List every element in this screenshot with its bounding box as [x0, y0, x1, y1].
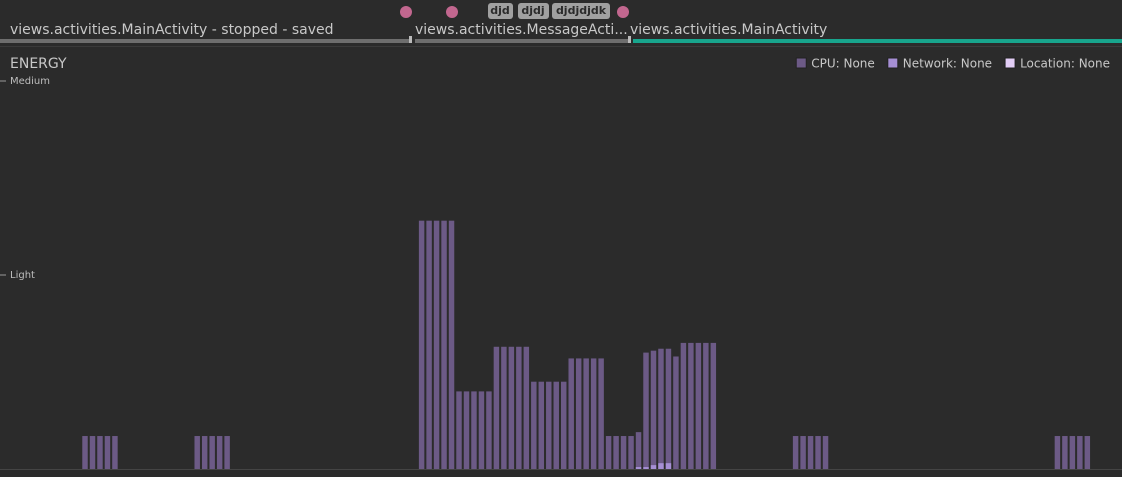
- activity-label: views.activities.MainActivity - stopped …: [10, 22, 334, 38]
- bar: [658, 348, 664, 469]
- bar: [448, 220, 455, 469]
- y-tick-label: Medium: [10, 76, 50, 87]
- bar: [688, 342, 694, 469]
- bar: [575, 358, 582, 469]
- bar: [418, 220, 425, 469]
- bar: [486, 391, 492, 469]
- bar: [426, 220, 432, 469]
- bar: [643, 467, 649, 469]
- event-chip[interactable]: [518, 3, 549, 19]
- activity-bar: [415, 39, 628, 43]
- chart-title: ENERGY: [10, 56, 67, 72]
- bar: [635, 432, 642, 469]
- event-dot: [617, 6, 629, 18]
- bar: [493, 346, 500, 469]
- bar: [89, 436, 96, 469]
- bar: [658, 463, 664, 469]
- separator: [0, 46, 1122, 47]
- bar: [216, 436, 223, 469]
- bar: [538, 381, 545, 469]
- bar: [501, 346, 507, 469]
- bar: [1084, 436, 1091, 469]
- activity-bar: [0, 39, 409, 43]
- event-dot: [400, 6, 412, 18]
- bar: [807, 436, 814, 469]
- legend-label: Location: None: [1020, 57, 1110, 71]
- bar: [665, 463, 672, 469]
- bar: [1077, 436, 1083, 469]
- bar: [568, 358, 574, 469]
- bar: [508, 346, 515, 469]
- bar: [650, 465, 657, 469]
- bar: [433, 220, 440, 469]
- y-tick-label: Light: [10, 270, 35, 281]
- bar: [598, 358, 604, 469]
- bar: [546, 381, 552, 469]
- bar: [478, 391, 485, 469]
- activity-marker: [628, 36, 631, 43]
- activity-label: views.activities.MessageActi...: [415, 22, 628, 38]
- bar: [792, 436, 799, 469]
- bar: [471, 391, 477, 469]
- bar: [224, 436, 230, 469]
- bar: [463, 391, 470, 469]
- bar: [1069, 436, 1076, 469]
- bar: [1062, 436, 1068, 469]
- bar: [628, 436, 634, 469]
- event-label: djd: [490, 4, 510, 17]
- bar: [441, 220, 447, 469]
- bar: [673, 356, 679, 469]
- baseline: [0, 469, 1122, 470]
- bar: [561, 381, 567, 469]
- bar: [104, 436, 111, 469]
- bar: [82, 436, 88, 469]
- bar: [531, 381, 537, 469]
- event-label: djdj: [521, 4, 544, 17]
- legend-swatch: [795, 57, 807, 69]
- event-chip[interactable]: [552, 3, 610, 19]
- bar: [1054, 436, 1061, 469]
- bar: [680, 342, 687, 469]
- event-label: djdjdjdk: [556, 4, 607, 17]
- bar: [456, 391, 462, 469]
- bar: [703, 342, 709, 469]
- bar: [523, 346, 530, 469]
- bar: [710, 342, 717, 469]
- event-dot: [446, 6, 458, 18]
- legend-label: CPU: None: [811, 57, 875, 71]
- bar: [815, 436, 821, 469]
- event-chip[interactable]: [488, 3, 513, 19]
- legend-swatch: [887, 57, 899, 69]
- bar: [516, 346, 522, 469]
- bar: [583, 358, 589, 469]
- bar: [613, 436, 619, 469]
- bar: [822, 436, 829, 469]
- bar: [665, 348, 672, 469]
- bar: [201, 436, 208, 469]
- legend-label: Network: None: [903, 57, 992, 71]
- activity-marker: [409, 36, 412, 43]
- bar: [605, 436, 612, 469]
- bar: [590, 358, 597, 469]
- bar: [112, 436, 118, 469]
- activity-label: views.activities.MainActivity: [630, 22, 827, 38]
- bar: [635, 467, 642, 469]
- legend-swatch: [1004, 57, 1016, 69]
- bar: [209, 436, 215, 469]
- bar: [650, 350, 657, 469]
- bar: [194, 436, 200, 469]
- bar: [620, 436, 627, 469]
- bar: [97, 436, 103, 469]
- bar: [553, 381, 559, 469]
- bar: [800, 436, 806, 469]
- activity-bar: [633, 39, 1122, 43]
- bar: [695, 342, 702, 469]
- bar: [643, 352, 649, 469]
